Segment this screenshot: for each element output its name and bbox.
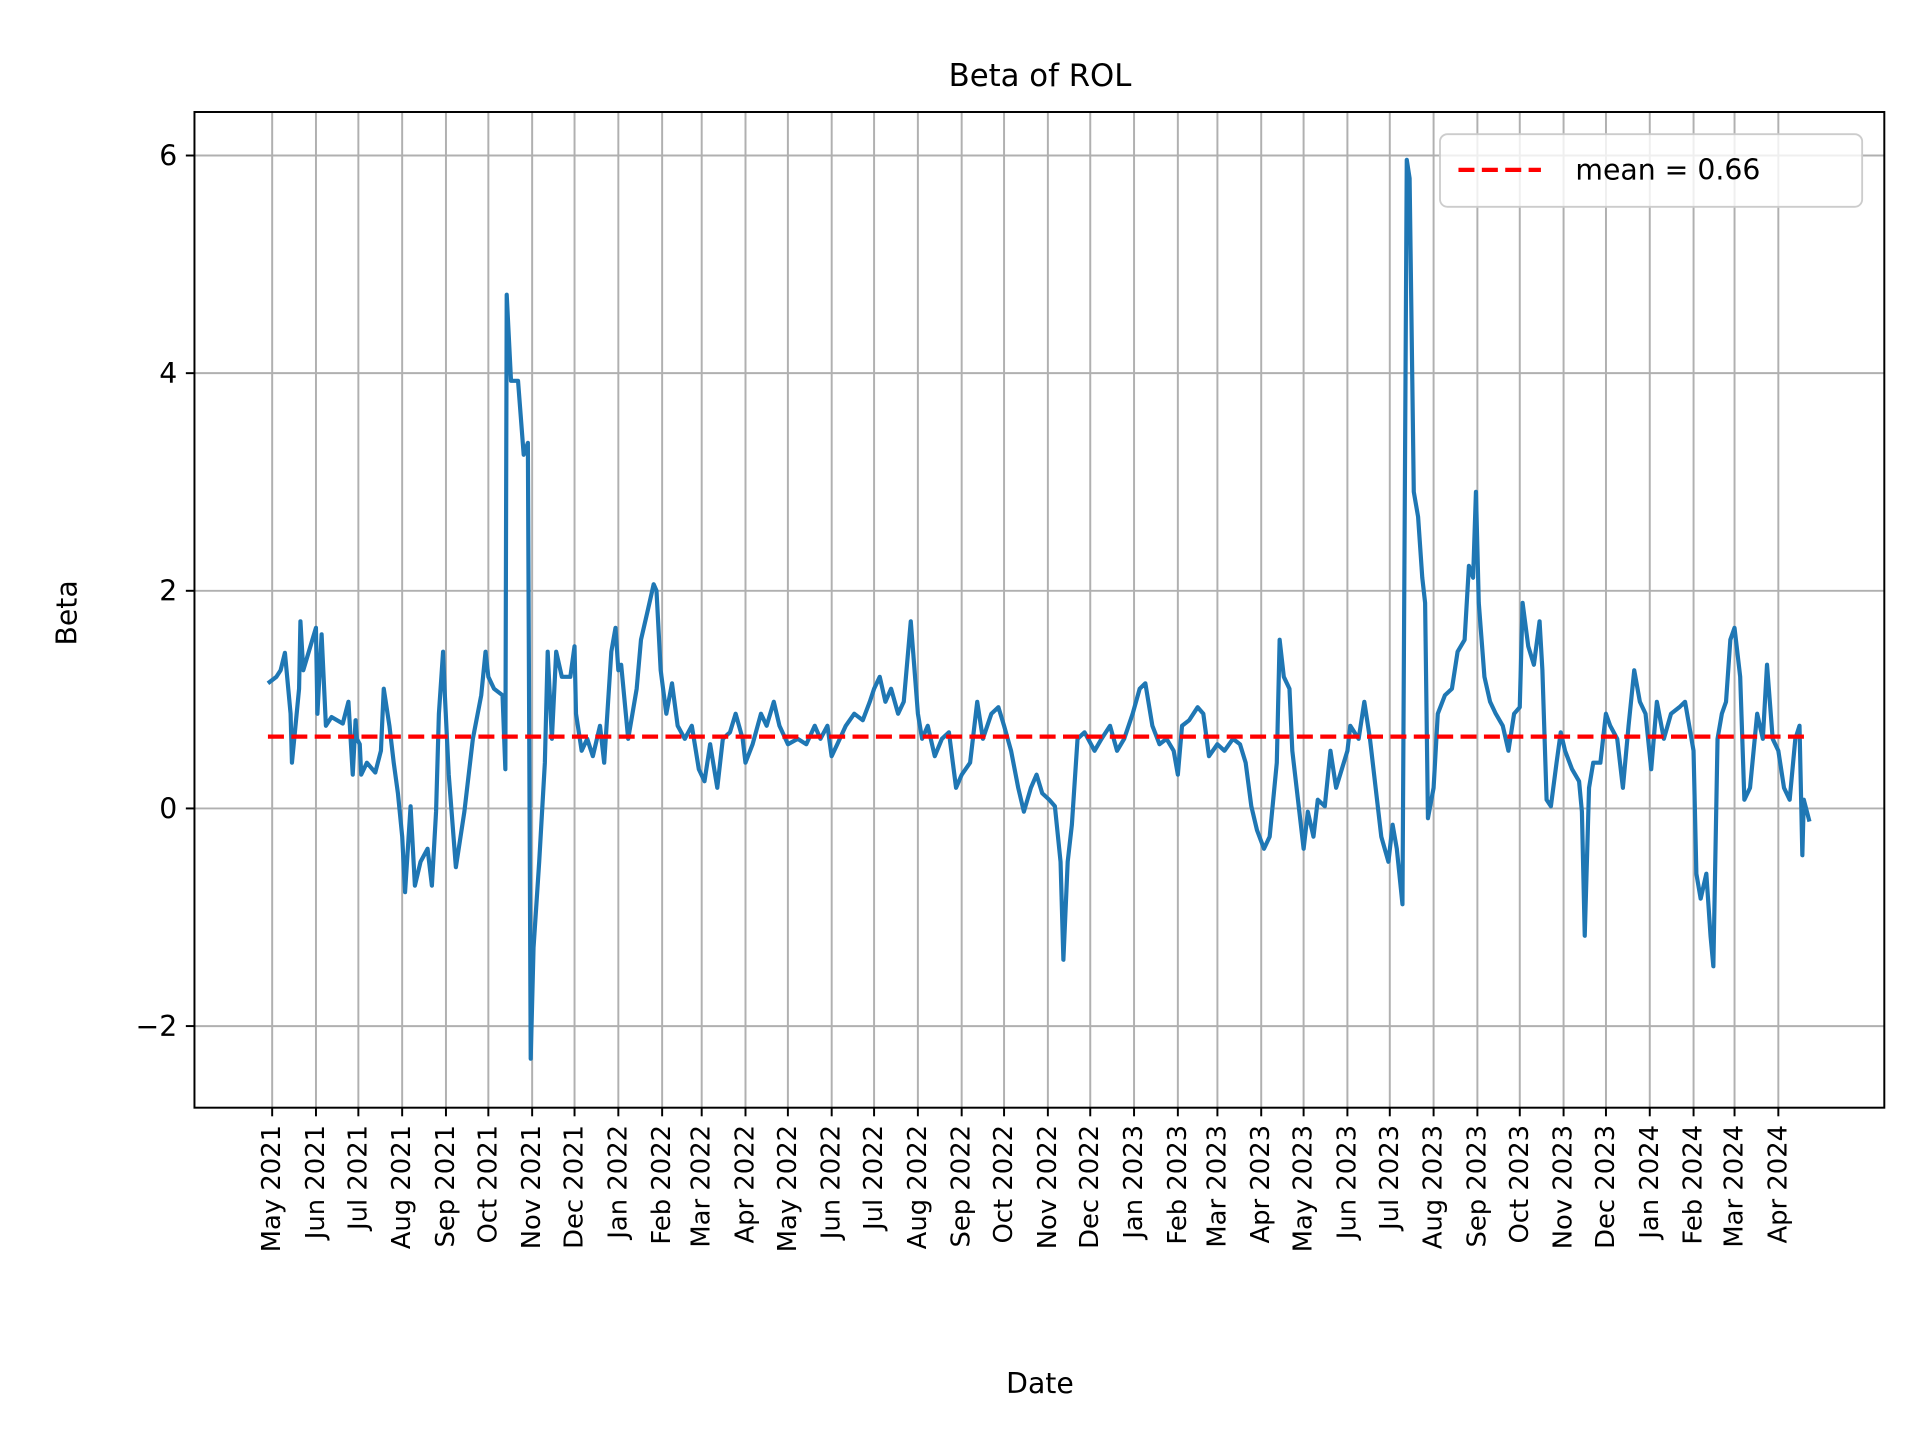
x-axis-label: Date [1006,1367,1074,1400]
x-tick-label: Jul 2021 [343,1125,373,1232]
x-tick-label: Oct 2022 [989,1125,1019,1244]
beta-series-line [266,157,1812,1061]
x-tick-label: Dec 2021 [560,1125,590,1249]
x-tick-label: Oct 2021 [473,1125,503,1244]
x-tick-label: May 2023 [1289,1125,1319,1252]
y-tick-label: 2 [159,575,177,608]
x-tick-label: Dec 2022 [1075,1125,1105,1249]
x-tick-label: May 2021 [257,1125,287,1252]
x-tick-label: Feb 2022 [647,1125,677,1245]
x-tick-label: May 2022 [773,1125,803,1252]
x-tick-label: Feb 2024 [1679,1125,1709,1245]
x-tick-label: Sep 2022 [947,1125,977,1248]
y-axis-label: Beta [50,580,83,645]
y-tick-label: 6 [159,139,177,172]
legend-box [1439,133,1864,208]
x-tick-label: Jun 2021 [301,1125,331,1241]
y-tick-label: 0 [159,792,177,825]
legend-mean-label: mean = 0.66 [1575,154,1760,187]
x-tick-label: Aug 2023 [1419,1125,1449,1249]
x-tick-label: Aug 2021 [387,1125,417,1249]
x-tick-label: Sep 2021 [431,1125,461,1248]
y-tick-label: 4 [159,357,177,390]
grid [194,112,1885,1108]
x-tick-label: Jun 2023 [1332,1125,1362,1241]
series-layer [266,157,1812,1061]
x-tick-label: Apr 2022 [730,1125,760,1244]
x-tick-label: Aug 2022 [903,1125,933,1249]
x-tick-label: Apr 2024 [1763,1125,1793,1244]
x-tick-label: Jan 2023 [1119,1125,1149,1241]
legend: mean = 0.66 [1439,133,1864,208]
x-tick-label: Jan 2024 [1635,1125,1665,1241]
x-tick-label: Apr 2023 [1246,1125,1276,1244]
x-tick-label: Nov 2022 [1033,1125,1063,1249]
x-tick-label: Jul 2022 [859,1125,889,1232]
x-axis: May 2021 Jun 2021 Jul 2021 Aug 2021 Sep 2021… [257,1107,1793,1252]
x-tick-label: Mar 2023 [1202,1125,1232,1248]
x-tick-label: Mar 2022 [687,1125,717,1248]
x-tick-label: Mar 2024 [1720,1125,1750,1248]
x-tick-label: Jul 2023 [1375,1125,1405,1232]
x-tick-label: Oct 2023 [1505,1125,1535,1244]
plot-frame [193,111,1886,1109]
x-tick-label: Jan 2022 [603,1125,633,1241]
x-tick-label: Feb 2023 [1163,1125,1193,1245]
chart-title: Beta of ROL [949,58,1132,94]
x-tick-label: Dec 2023 [1591,1125,1621,1249]
x-tick-label: Nov 2021 [517,1125,547,1249]
x-tick-label: Jun 2022 [817,1125,847,1241]
x-tick-label: Sep 2023 [1462,1125,1492,1248]
y-tick-label: −2 [136,1010,178,1043]
y-axis: −2 0 2 4 6 [136,139,195,1043]
x-tick-label: Nov 2023 [1549,1125,1579,1249]
